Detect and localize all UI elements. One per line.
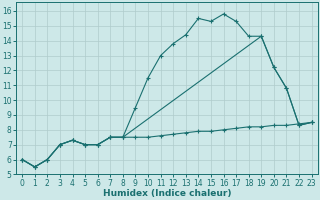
X-axis label: Humidex (Indice chaleur): Humidex (Indice chaleur) [103,189,231,198]
